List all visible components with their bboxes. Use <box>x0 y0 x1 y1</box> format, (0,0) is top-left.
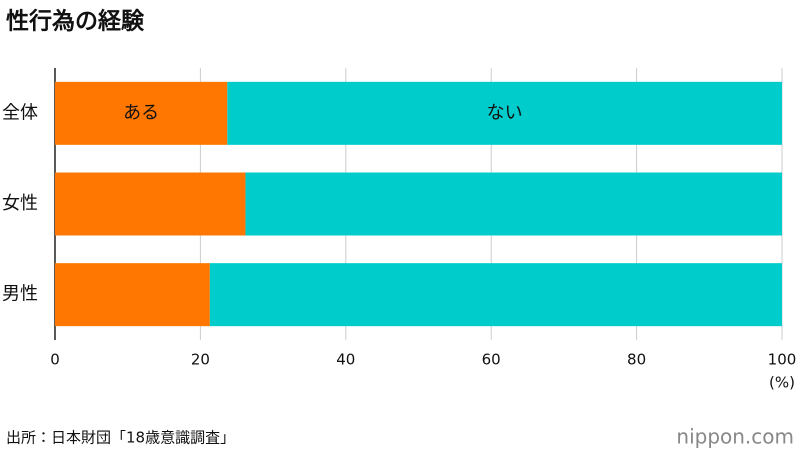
y-tick-label: 女性 <box>2 193 38 214</box>
x-tick-label: 100 <box>768 351 797 369</box>
series-label: ない <box>487 102 523 123</box>
brand-logo: nippon.com <box>676 425 794 449</box>
series-label: ある <box>123 102 159 123</box>
bar-segment <box>209 263 782 327</box>
x-tick-label: 0 <box>50 351 60 369</box>
x-unit: (%) <box>769 374 795 392</box>
y-tick-label: 全体 <box>2 102 38 123</box>
chart-title: 性行為の経験 <box>6 8 145 35</box>
bar-segment <box>55 172 246 236</box>
x-tick-label: 20 <box>191 351 210 369</box>
x-tick-label: 40 <box>336 351 355 369</box>
bar-segment <box>245 172 782 236</box>
bar-segment <box>227 81 782 145</box>
bar-segment <box>55 263 210 327</box>
y-tick-label: 男性 <box>2 284 38 305</box>
source: 出所：日本財団「18歳意識調査」 <box>6 429 235 447</box>
bar-segment <box>55 81 228 145</box>
x-tick-label: 60 <box>482 351 501 369</box>
x-tick-label: 80 <box>627 351 646 369</box>
